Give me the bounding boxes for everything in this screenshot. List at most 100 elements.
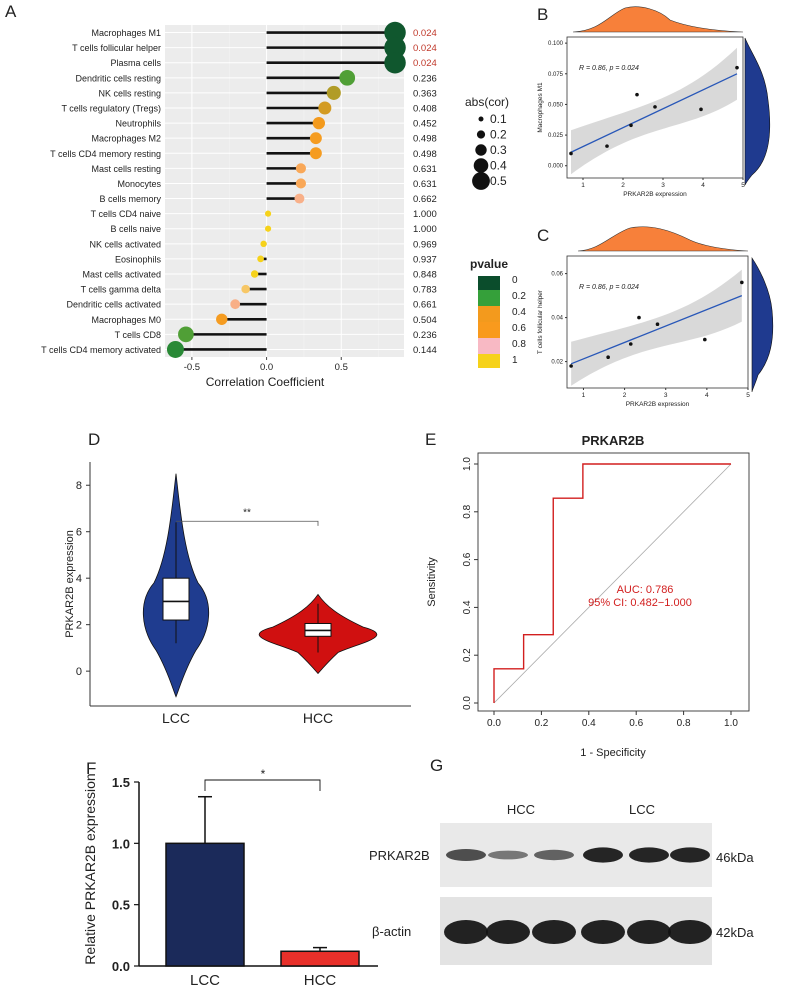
lollipop-dot — [216, 313, 228, 325]
lollipop-dot — [339, 69, 356, 86]
top-density — [577, 226, 749, 252]
lollipop-dot — [260, 240, 267, 247]
pvalue-legend-swatch — [478, 290, 500, 306]
pvalue-label: 0.662 — [413, 194, 437, 205]
pvalue-label: 1.000 — [413, 224, 437, 235]
pvalue-label: 0.631 — [413, 179, 437, 190]
bar-lcc — [165, 842, 245, 967]
y-tick-label: 0.06 — [551, 272, 563, 278]
lollipop-dot — [384, 21, 406, 44]
panel-b-label: B — [537, 5, 548, 24]
auc-label: AUC: 0.786 — [617, 584, 674, 596]
panel-e-label: E — [425, 430, 436, 449]
lollipop-dot — [312, 116, 326, 130]
x-tick-label: 0.0 — [260, 362, 273, 373]
scatter-point — [653, 105, 657, 109]
category-label: Neutrophils — [115, 119, 161, 129]
panel-d-label: D — [88, 430, 100, 449]
x-tick-label: 3 — [661, 182, 665, 189]
band-prkar2b — [670, 847, 710, 863]
band-prkar2b — [488, 850, 528, 860]
band-prkar2b — [583, 847, 623, 863]
abscor-legend-title: abs(cor) — [465, 95, 509, 109]
x-tick-label: 0.0 — [487, 718, 501, 729]
x-tick-label: 4 — [705, 392, 709, 399]
x-axis-label: PRKAR2B expression — [626, 401, 690, 408]
pvalue-label: 0.848 — [413, 270, 437, 281]
confidence-band — [571, 47, 737, 175]
x-tick-label: 2 — [623, 392, 627, 399]
western-blot: HCC LCC PRKAR2B 46kDa β-actin 42kDa — [369, 802, 754, 965]
pvalue-legend-swatch — [478, 338, 500, 354]
category-label: T cells regulatory (Tregs) — [61, 104, 161, 114]
lollipop-dot — [178, 326, 194, 343]
scatter-point — [655, 322, 660, 327]
significance-bracket — [204, 779, 321, 791]
scatter-point — [635, 92, 639, 97]
top-density — [572, 6, 744, 33]
blot-bands-actin — [444, 920, 712, 944]
panel-g-label: G — [430, 756, 443, 775]
blot-size-46kda: 46kDa — [716, 850, 754, 865]
y-axis-label: Relative PRKAR2B expression — [82, 773, 98, 964]
lollipop-dot — [295, 163, 307, 174]
abscor-legend: abs(cor) 0.1 0.20.3 0.40.5 — [465, 95, 509, 190]
size-legend-dot — [472, 172, 490, 190]
x-tick-label: 5 — [741, 182, 745, 189]
band-prkar2b — [629, 847, 669, 863]
side-density — [751, 257, 774, 393]
category-label: Macrophages M1 — [91, 28, 161, 38]
diagonal-reference — [493, 463, 732, 704]
pvalue-label: 0.236 — [413, 73, 437, 84]
category-label: T cells follicular helper — [72, 43, 161, 53]
y-tick-label: 0.6 — [462, 552, 473, 566]
x-tick-label: 0.8 — [677, 718, 691, 729]
y-tick-label: 0.02 — [551, 360, 563, 366]
x-category-label: HCC — [304, 972, 337, 987]
y-axis-label: T cells follicular helper — [537, 289, 544, 354]
category-label: Macrophages M0 — [91, 315, 161, 325]
category-label: Eosinophils — [115, 254, 162, 264]
panel-a-label: A — [5, 2, 17, 21]
regression-line — [570, 73, 738, 153]
pvalue-label: 0.024 — [413, 43, 437, 54]
pvalue-label: 0.236 — [413, 330, 437, 341]
y-tick-label: 2 — [76, 620, 82, 632]
y-tick-label: 0.5 — [112, 898, 130, 913]
bar-hcc — [280, 950, 360, 967]
side-density — [744, 37, 771, 186]
pvalue-label: 0.452 — [413, 119, 437, 130]
pvalue-legend: pvalue 0 0.2 0.4 0.6 0.8 1 — [470, 257, 526, 368]
lollipop-dot — [166, 340, 184, 358]
pvalue-label: 0.024 — [413, 58, 437, 69]
ci-label: 95% CI: 0.482−1.000 — [588, 597, 692, 609]
panel-b-scatter: R = 0.86, p = 0.024 1 2 3 4 5 0.000 0.025 0.050 0… — [537, 6, 771, 198]
size-legend-dot — [478, 116, 484, 122]
scatter-point — [606, 355, 610, 360]
pvalue-legend-label: 0.8 — [512, 339, 526, 350]
size-legend-dot — [475, 144, 487, 156]
band-actin — [486, 920, 530, 944]
x-axis-label: 1 - Specificity — [580, 747, 646, 759]
scatter-point — [703, 337, 707, 342]
band-actin — [444, 920, 488, 944]
pvalue-legend-swatch — [478, 354, 500, 368]
category-label: T cells CD4 memory resting — [50, 149, 161, 159]
significance-label: * — [261, 767, 266, 781]
pvalue-label: 0.661 — [413, 300, 437, 311]
pvalue-legend-title: pvalue — [470, 257, 508, 271]
scatter-point — [569, 151, 573, 156]
size-legend-label: 0.1 — [490, 112, 507, 126]
x-tick-label: 0.5 — [335, 362, 348, 373]
category-label: NK cells activated — [89, 239, 161, 249]
y-tick-label: 0.0 — [462, 696, 473, 710]
x-tick-label: 0.4 — [582, 718, 596, 729]
x-tick-label: 4 — [701, 182, 705, 189]
pvalue-legend-swatch — [478, 306, 500, 322]
panel-d-violin: 0 2 4 6 8 ** LCC HCC PRKAR2B expression — [64, 462, 411, 726]
y-tick-label: 1.0 — [112, 836, 130, 851]
box-iqr — [162, 577, 190, 621]
lollipop-dot — [294, 193, 305, 204]
panel-f-label: F — [86, 759, 96, 778]
band-actin — [668, 920, 712, 944]
